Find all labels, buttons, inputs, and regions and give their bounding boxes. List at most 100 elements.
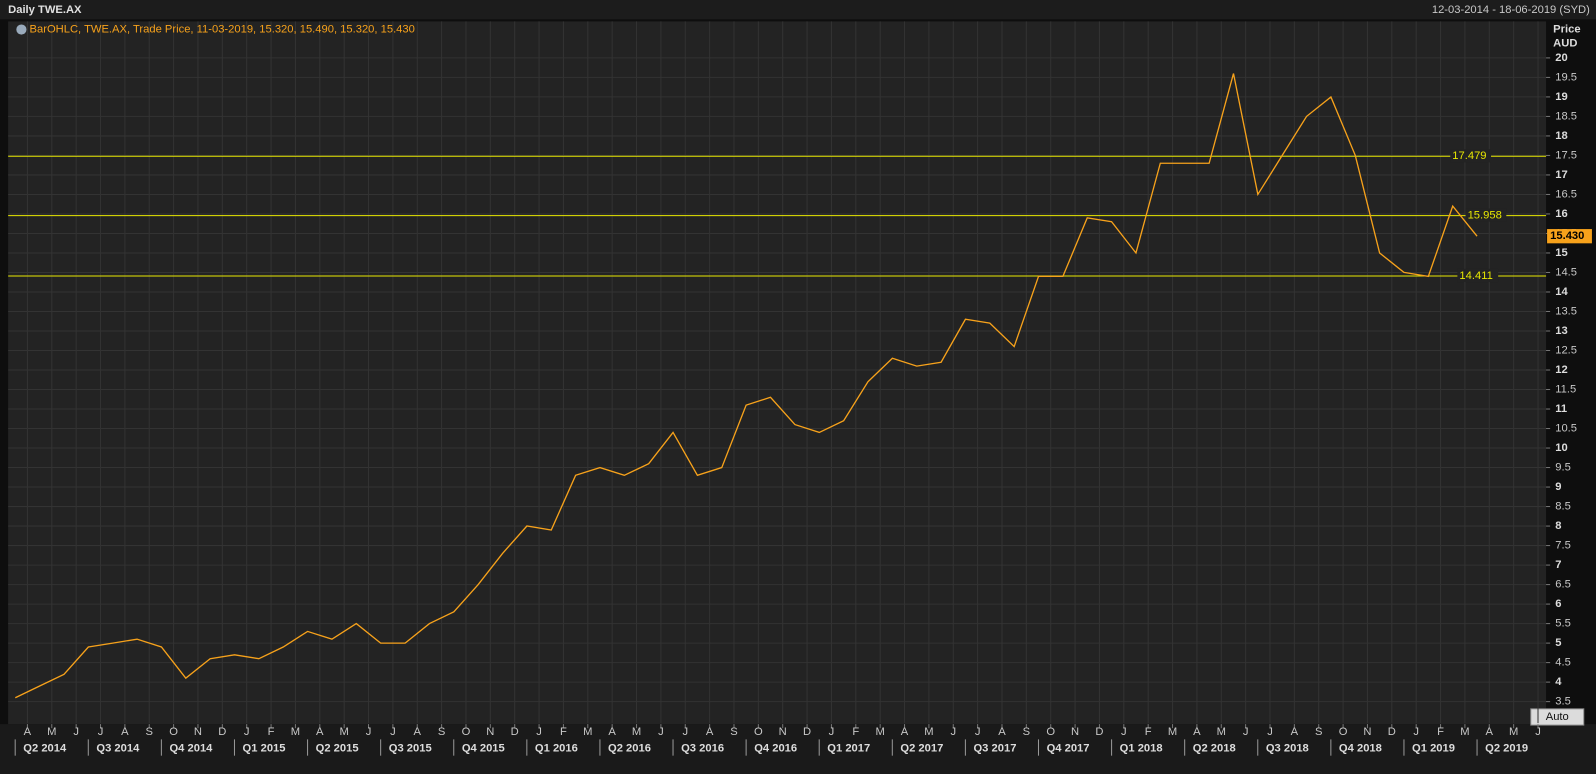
series bbox=[15, 73, 1478, 699]
x-tick-label: S bbox=[1315, 726, 1322, 738]
quarter-label: Q1 2015 bbox=[243, 742, 286, 754]
x-tick-label: J bbox=[950, 726, 956, 738]
x-tick-label: N bbox=[194, 726, 202, 738]
x-tick-label: A bbox=[1193, 726, 1201, 738]
x-tick-label: J bbox=[98, 726, 104, 738]
x-tick-label: D bbox=[511, 726, 519, 738]
price-line bbox=[15, 73, 1478, 699]
y-tick-label: 6 bbox=[1555, 598, 1561, 610]
y-tick-label: 13.5 bbox=[1555, 305, 1577, 317]
x-tick-label: S bbox=[1023, 726, 1030, 738]
plot-area bbox=[8, 21, 1547, 725]
y-tick-label: 5 bbox=[1555, 637, 1561, 649]
x-tick-label: J bbox=[975, 726, 981, 738]
x-tick-label: J bbox=[1413, 726, 1419, 738]
chart-title: Daily TWE.AX bbox=[8, 4, 82, 16]
x-tick-label: N bbox=[1071, 726, 1079, 738]
y-tick-label: 17 bbox=[1555, 169, 1567, 181]
x-tick-label: M bbox=[924, 726, 933, 738]
x-tick-label: A bbox=[1291, 726, 1299, 738]
last-price-label: 15.430 bbox=[1550, 230, 1584, 242]
y-axis-title: Price bbox=[1553, 23, 1580, 35]
quarter-label: Q3 2017 bbox=[973, 742, 1016, 754]
quarter-label: Q2 2014 bbox=[23, 742, 67, 754]
auto-button[interactable] bbox=[1530, 708, 1585, 726]
x-tick-label: A bbox=[608, 726, 616, 738]
y-tick-label: 18.5 bbox=[1555, 110, 1577, 122]
y-tick-label: 19.5 bbox=[1555, 71, 1577, 83]
y-tick-label: 4 bbox=[1555, 676, 1562, 688]
y-tick-label: 14 bbox=[1555, 286, 1568, 298]
y-tick-label: 8 bbox=[1555, 520, 1561, 532]
x-tick-label: O bbox=[754, 726, 763, 738]
x-tick-label: D bbox=[1095, 726, 1103, 738]
x-tick-label: J bbox=[366, 726, 372, 738]
x-tick-label: N bbox=[486, 726, 494, 738]
x-tick-label: F bbox=[268, 726, 275, 738]
level-label: 17.479 bbox=[1452, 150, 1486, 162]
x-tick-label: F bbox=[560, 726, 567, 738]
y-tick-label: 20 bbox=[1555, 52, 1567, 64]
axes: 3.5 4 4.5 5 5.5 6 6.5 7 7.5 8 8.5 9 9.5 10 10.5 11 11.5 1… bbox=[14, 52, 1592, 756]
x-tick-label: M bbox=[1217, 726, 1226, 738]
quarter-label: Q2 2018 bbox=[1193, 742, 1236, 754]
x-tick-label: A bbox=[24, 726, 32, 738]
y-tick-label: 14.5 bbox=[1555, 266, 1577, 278]
x-tick-label: J bbox=[73, 726, 79, 738]
quarter-label: Q1 2019 bbox=[1412, 742, 1455, 754]
legend-entry: BarOHLC, TWE.AX, Trade Price, 11-03-2019… bbox=[30, 23, 415, 35]
x-tick-label: N bbox=[779, 726, 787, 738]
x-tick-label: M bbox=[583, 726, 592, 738]
x-tick-label: A bbox=[121, 726, 129, 738]
quarter-label: Q2 2017 bbox=[900, 742, 943, 754]
x-tick-label: M bbox=[876, 726, 885, 738]
x-tick-label: F bbox=[1437, 726, 1444, 738]
y-tick-label: 7 bbox=[1555, 559, 1561, 571]
x-tick-label: A bbox=[706, 726, 714, 738]
x-tick-label: D bbox=[803, 726, 811, 738]
quarter-label: Q1 2017 bbox=[827, 742, 870, 754]
quarter-label: Q4 2017 bbox=[1047, 742, 1090, 754]
quarter-label: Q2 2019 bbox=[1485, 742, 1528, 754]
level-label: 15.958 bbox=[1468, 210, 1502, 222]
quarter-label: Q4 2015 bbox=[462, 742, 505, 754]
x-tick-label: O bbox=[462, 726, 471, 738]
x-tick-label: M bbox=[632, 726, 641, 738]
x-tick-label: J bbox=[390, 726, 396, 738]
y-tick-label: 9.5 bbox=[1555, 461, 1571, 473]
level-label: 14.411 bbox=[1459, 270, 1492, 282]
y-tick-label: 7.5 bbox=[1555, 540, 1571, 552]
y-tick-label: 8.5 bbox=[1555, 501, 1571, 513]
x-tick-label: D bbox=[218, 726, 226, 738]
x-tick-label: F bbox=[852, 726, 859, 738]
x-tick-label: A bbox=[316, 726, 324, 738]
x-tick-label: S bbox=[730, 726, 737, 738]
x-tick-label: S bbox=[438, 726, 445, 738]
quarter-label: Q1 2016 bbox=[535, 742, 578, 754]
quarter-label: Q3 2016 bbox=[681, 742, 724, 754]
quarter-label: Q3 2015 bbox=[389, 742, 432, 754]
x-tick-label: M bbox=[1509, 726, 1518, 738]
x-tick-label: N bbox=[1363, 726, 1371, 738]
auto-button-label[interactable]: Auto bbox=[1546, 711, 1569, 723]
header-bar bbox=[0, 0, 1596, 20]
quarter-label: Q1 2018 bbox=[1120, 742, 1163, 754]
grid bbox=[8, 21, 1547, 724]
last-price-box bbox=[1547, 229, 1592, 244]
x-tick-label: J bbox=[536, 726, 542, 738]
x-tick-label: A bbox=[1486, 726, 1494, 738]
y-tick-label: 3.5 bbox=[1555, 696, 1571, 708]
y-tick-label: 4.5 bbox=[1555, 657, 1571, 669]
quarter-label: Q4 2014 bbox=[169, 742, 213, 754]
x-tick-label: J bbox=[658, 726, 664, 738]
quarter-label: Q4 2016 bbox=[754, 742, 797, 754]
x-tick-label: A bbox=[901, 726, 909, 738]
x-tick-label: M bbox=[1168, 726, 1177, 738]
x-tick-label: M bbox=[1460, 726, 1469, 738]
y-tick-label: 16.5 bbox=[1555, 188, 1577, 200]
y-tick-label: 19 bbox=[1555, 91, 1567, 103]
level-label-bg bbox=[1450, 149, 1492, 163]
x-tick-label: A bbox=[998, 726, 1006, 738]
y-tick-label: 18 bbox=[1555, 130, 1567, 142]
